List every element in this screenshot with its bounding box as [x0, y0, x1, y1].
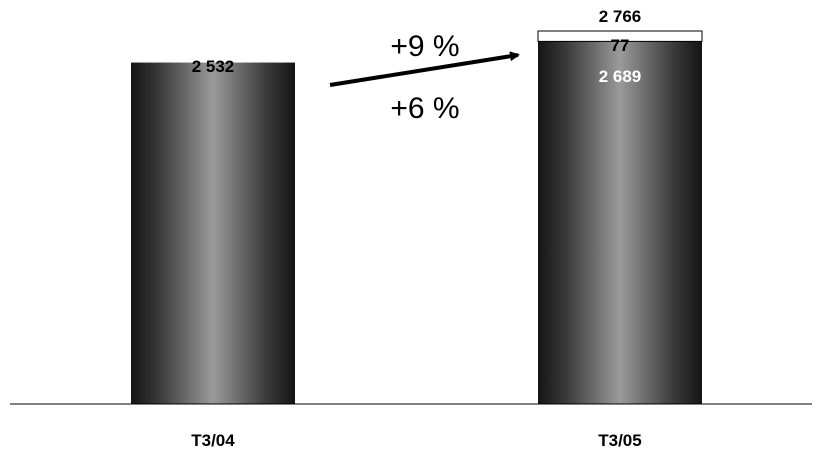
total-label-t3-04: 2 532 — [192, 57, 235, 76]
bar-t3-05-top — [537, 30, 703, 42]
growth-label-lower: +6 % — [390, 92, 459, 125]
total-label-t3-05: 2 766 — [599, 7, 642, 26]
bar-t3-04-base — [131, 62, 295, 405]
bars-layer — [131, 30, 703, 405]
growth-label-upper: +9 % — [390, 30, 459, 63]
segment-label-t3-05-base: 2 689 — [599, 67, 642, 86]
segment-label-t3-05-top: 77 — [611, 36, 630, 55]
category-label-t3-04: T3/04 — [191, 431, 235, 450]
growth-arrow — [329, 51, 520, 87]
category-label-t3-05: T3/05 — [598, 431, 641, 450]
bar-t3-05-base — [538, 41, 702, 405]
